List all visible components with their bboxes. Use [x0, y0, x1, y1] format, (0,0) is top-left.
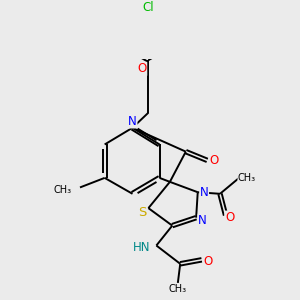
- Text: O: O: [203, 255, 213, 268]
- Text: S: S: [138, 206, 146, 219]
- Text: N: N: [128, 115, 137, 128]
- Text: CH₃: CH₃: [169, 284, 187, 294]
- Text: Cl: Cl: [142, 1, 154, 14]
- Text: CH₃: CH₃: [54, 185, 72, 195]
- Text: CH₃: CH₃: [238, 173, 256, 183]
- Text: N: N: [200, 186, 208, 199]
- Text: HN: HN: [133, 242, 150, 254]
- Text: N: N: [198, 214, 207, 227]
- Text: O: O: [225, 211, 234, 224]
- Text: O: O: [209, 154, 218, 167]
- Text: O: O: [137, 62, 147, 75]
